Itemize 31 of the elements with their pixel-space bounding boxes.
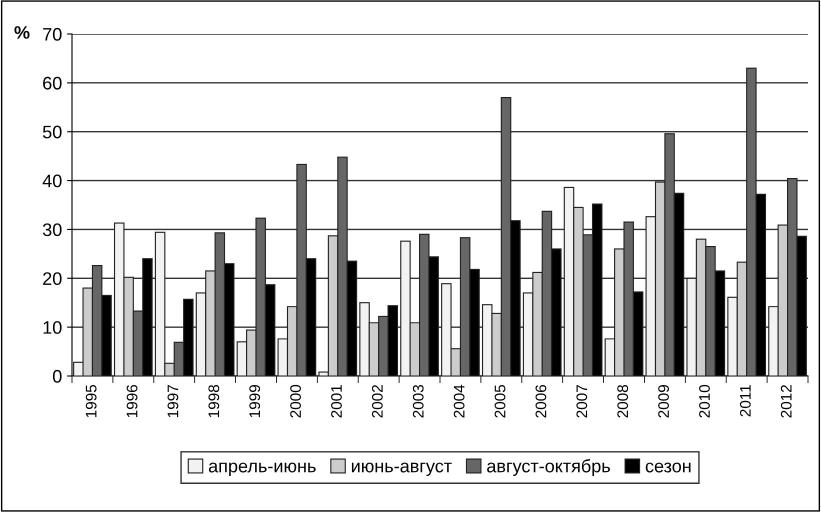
x-tick-label: 2004	[454, 384, 465, 418]
x-tick-label: 2000	[290, 384, 301, 418]
x-tick-label: 2012	[780, 385, 792, 418]
legend-label: август-октябрь	[487, 459, 610, 476]
x-tick-label: 2006	[536, 385, 546, 418]
y-tick-label: 50	[42, 126, 62, 138]
x-tick-label: 1998	[208, 384, 220, 418]
x-tick-label: 2010	[699, 384, 710, 418]
legend-label: июнь-август	[352, 462, 452, 476]
y-tick-label: 10	[44, 321, 62, 334]
y-axis-title: %	[14, 26, 30, 39]
x-tick-label: 2008	[617, 384, 628, 418]
y-tick-label: 0	[52, 370, 62, 383]
x-tick-label: 2009	[658, 385, 669, 418]
legend-label: сезон	[646, 462, 690, 472]
x-tick-label: 1999	[249, 385, 260, 418]
x-tick-label: 2001	[331, 385, 342, 418]
x-tick-label: 2003	[412, 385, 424, 418]
x-tick-label: 2002	[372, 385, 383, 418]
y-tick-label: 30	[42, 223, 62, 236]
y-tick-label: 70	[43, 28, 62, 41]
x-tick-label: 1997	[168, 385, 178, 418]
x-tick-label: 1996	[126, 385, 138, 418]
x-tick-label: 1995	[86, 384, 97, 418]
x-tick-label: 2011	[740, 385, 751, 416]
y-tick-label: 40	[42, 174, 62, 188]
y-tick-label: 60	[43, 76, 62, 90]
y-tick-label: 20	[43, 272, 62, 286]
legend-label: апрель-июнь	[208, 462, 316, 476]
x-tick-label: 2007	[576, 385, 588, 418]
x-tick-label: 2005	[494, 384, 506, 418]
